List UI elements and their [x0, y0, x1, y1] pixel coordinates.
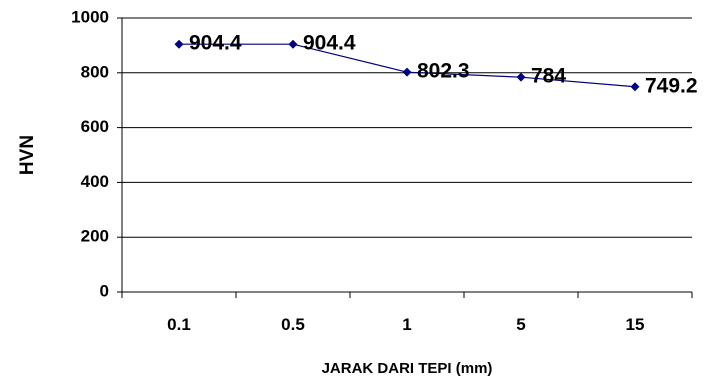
- x-axis-title: JARAK DARI TEPI (mm): [322, 360, 493, 377]
- data-point: [630, 82, 640, 92]
- data-label: 784: [531, 65, 566, 88]
- series-line: [179, 43, 636, 88]
- data-point: [516, 72, 526, 82]
- data-point: [402, 67, 412, 77]
- y-tick-label: 800: [81, 62, 109, 81]
- x-tick-label: 0.5: [281, 315, 305, 334]
- x-tick-label: 5: [516, 315, 525, 334]
- data-point: [174, 39, 184, 49]
- y-tick-labels: 0 200 400 600 800 1000: [71, 7, 109, 300]
- y-tick-label: 0: [100, 281, 109, 300]
- x-tick-labels: 0.1 0.5 1 5 15: [167, 315, 644, 334]
- data-label: 904.4: [189, 32, 242, 55]
- y-tick-label: 400: [81, 172, 109, 191]
- x-tick-label: 15: [626, 315, 645, 334]
- y-tick-label: 600: [81, 117, 109, 136]
- data-label: 802.3: [417, 60, 470, 83]
- x-tick-label: 1: [402, 315, 411, 334]
- y-tick-label: 1000: [71, 7, 109, 26]
- y-axis-title: HVN: [17, 135, 38, 175]
- x-tick-label: 0.1: [167, 315, 191, 334]
- data-label: 749.2: [645, 74, 698, 97]
- axes: [117, 17, 693, 298]
- data-labels: 904.4 904.4 802.3 784 749.2: [189, 32, 698, 98]
- y-tick-label: 200: [81, 227, 109, 246]
- data-label: 904.4: [303, 32, 356, 55]
- data-point: [288, 39, 298, 49]
- gridlines: [122, 17, 692, 238]
- data-series: [174, 39, 640, 92]
